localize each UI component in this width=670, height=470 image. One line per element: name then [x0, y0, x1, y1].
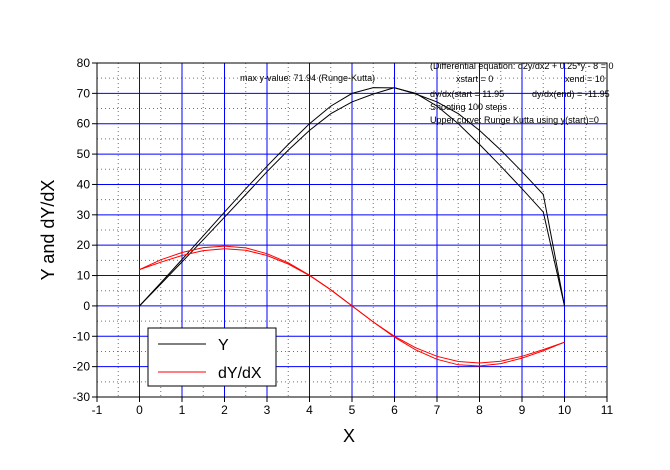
y-tick-label: 0 [83, 299, 90, 313]
x-tick-label: 7 [434, 403, 441, 417]
y-tick-label: 80 [77, 56, 91, 70]
y-tick-label: -10 [73, 329, 91, 343]
x-tick-label: 6 [391, 403, 398, 417]
annotation-xstart: xstart = 0 [456, 74, 493, 84]
legend-label-dydx: dY/dX [218, 365, 262, 382]
x-tick-label: 2 [221, 403, 228, 417]
legend: Y dY/dX [147, 327, 277, 387]
y-tick-label: -20 [73, 360, 91, 374]
legend-label-y: Y [218, 337, 229, 354]
x-tick-label: 9 [519, 403, 526, 417]
annotation-upper-curve: Upper curve: Runge Kutta using y(start)=… [430, 115, 599, 125]
y-tick-label: 10 [77, 269, 91, 283]
x-tick-label: 3 [264, 403, 271, 417]
y-tick-label: 60 [77, 117, 91, 131]
x-tick-label: -1 [92, 403, 103, 417]
y-axis-title: Y and dY/dX [38, 180, 58, 281]
x-tick-label: 1 [179, 403, 186, 417]
series-line-dydx-upper [139, 245, 565, 367]
y-tick-label: -30 [73, 390, 91, 404]
y-tick-label: 20 [77, 238, 91, 252]
x-tick-label: 0 [136, 403, 143, 417]
y-tick-label: 30 [77, 208, 91, 222]
annotation-dydx-start: dy/dx(start = 11.95 [430, 89, 504, 99]
x-tick-label: 10 [558, 403, 572, 417]
x-tick-label: 4 [306, 403, 313, 417]
series-line-y [139, 87, 565, 307]
annotation-max-y: max y-value: 71.94 (Runge-Kutta) [240, 73, 375, 83]
annotation-dydx-end: dy/dx(end) = -11.95 [532, 89, 610, 99]
y-tick-label: 70 [77, 86, 91, 100]
x-tick-label: 11 [601, 403, 614, 417]
series-line-y-upper [139, 87, 565, 307]
y-tick-label: 40 [77, 177, 91, 191]
x-tick-label: 8 [476, 403, 483, 417]
x-axis-title: X [343, 426, 355, 446]
annotation-equation: (Differential equation: d2y/dx2 + 0.25*y… [430, 61, 613, 71]
axis-ticks: -1 0 1 2 3 4 5 6 7 8 9 10 11-30-20-10010203040506070… [73, 56, 614, 417]
x-tick-label: 5 [349, 403, 356, 417]
annotation-shooting: Shooting 100 steps [430, 102, 508, 112]
y-tick-label: 50 [77, 147, 91, 161]
legend-box [147, 327, 277, 387]
annotation-xend: xend = 10 [565, 74, 605, 84]
series-lines [139, 87, 565, 367]
